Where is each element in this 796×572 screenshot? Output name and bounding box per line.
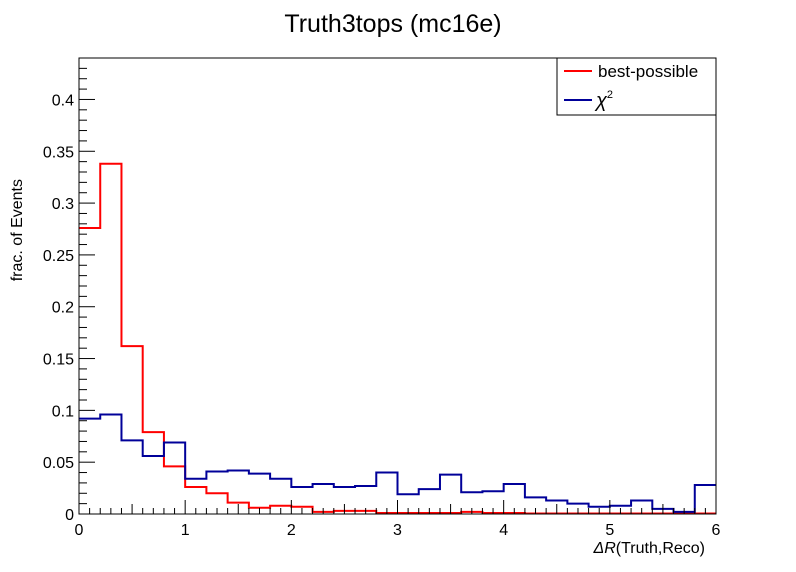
- legend-label-chi-exponent: 2: [607, 89, 613, 101]
- y-tick-label: 0.2: [52, 300, 74, 317]
- y-axis: 0 0.05 0.1 0.15 0.2 0.25 0.3 0.35 0.4: [43, 57, 95, 524]
- legend-label-chi-square: χ2: [594, 89, 613, 112]
- x-axis: 0 1 2 3 4 5 6: [75, 500, 721, 539]
- x-axis-title-text: (Truth,Reco): [616, 540, 705, 557]
- y-axis-title: frac. of Events: [9, 179, 26, 281]
- x-axis-title: ΔR(Truth,Reco): [593, 540, 706, 557]
- x-tick-label: 0: [75, 522, 84, 539]
- y-tick-label: 0.25: [43, 248, 74, 265]
- legend-label-best-possible: best-possible: [598, 62, 698, 81]
- y-tick-label: 0.35: [43, 144, 74, 161]
- x-axis-title-symbol: ΔR: [593, 540, 617, 557]
- x-tick-label: 6: [712, 522, 721, 539]
- y-tick-label: 0.1: [52, 403, 74, 420]
- legend-label-chi-symbol: χ: [594, 90, 608, 112]
- legend-box: [556, 57, 717, 116]
- x-tick-label: 1: [181, 522, 190, 539]
- x-tick-label: 4: [499, 522, 508, 539]
- chart-title: Truth3tops (mc16e): [284, 10, 501, 38]
- y-tick-label: 0: [65, 507, 74, 524]
- y-tick-label: 0.15: [43, 352, 74, 369]
- x-tick-label: 2: [287, 522, 296, 539]
- legend: best-possible χ2: [556, 57, 717, 116]
- y-tick-label: 0.05: [43, 455, 74, 472]
- y-tick-label: 0.3: [52, 196, 74, 213]
- x-tick-label: 5: [605, 522, 614, 539]
- x-tick-label: 3: [393, 522, 402, 539]
- y-tick-label: 0.4: [52, 92, 74, 109]
